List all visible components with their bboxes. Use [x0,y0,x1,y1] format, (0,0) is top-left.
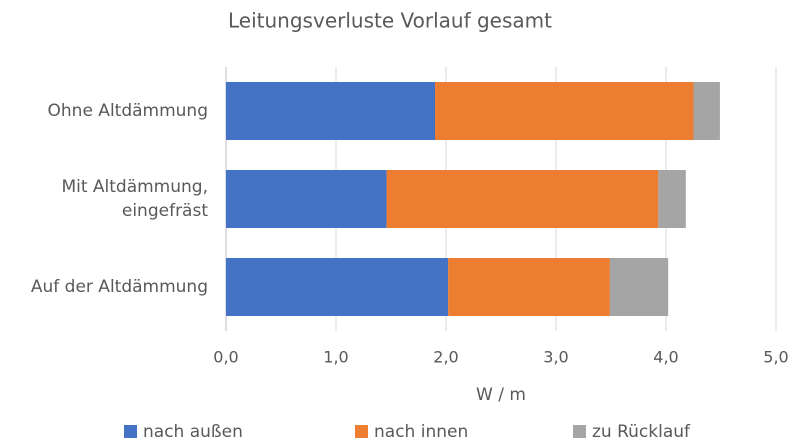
y-tick-label: Auf der Altdämmung [30,277,208,297]
bar-segment [226,170,387,228]
bar-segment [448,258,610,316]
legend-label: nach außen [143,422,243,442]
x-tick-label: 5,0 [763,348,788,367]
legend-swatch [355,425,368,438]
legend-label: nach innen [374,422,468,442]
bar-segment [658,170,686,228]
chart-title: Leitungsverluste Vorlauf gesamt [228,9,552,33]
bar-segment [226,258,449,316]
x-tick-label: 2,0 [433,348,458,367]
x-tick-label: 1,0 [323,348,348,367]
x-tick-label: 3,0 [543,348,568,367]
legend-label: zu Rücklauf [592,422,691,442]
bar-segment [386,170,659,228]
x-tick-label: 0,0 [213,348,238,367]
x-tick-label: 4,0 [653,348,678,367]
y-tick-label: Ohne Altdämmung [47,101,208,121]
bar-segment [435,82,694,140]
x-axis-label: W / m [476,385,526,405]
legend-swatch [124,425,137,438]
bar-segment [226,82,435,140]
bar-segment [693,82,720,140]
y-tick-label: Mit Altdämmung, eingefräst [61,177,208,221]
legend-swatch [573,425,586,438]
bar-segment [609,258,669,316]
